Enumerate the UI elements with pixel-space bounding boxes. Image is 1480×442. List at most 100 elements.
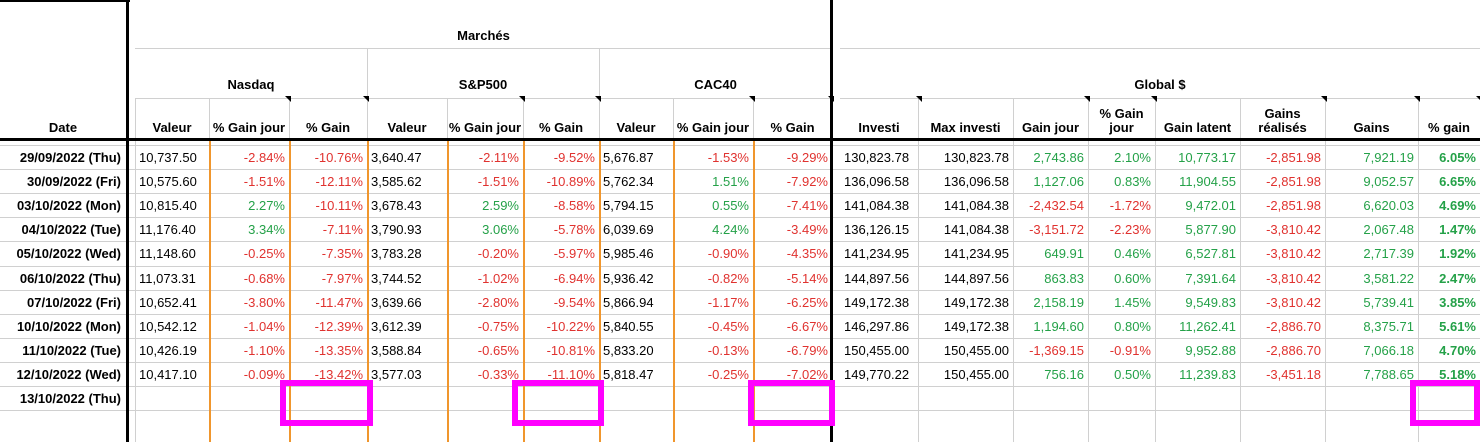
data-cell[interactable]: -13.35% <box>314 343 363 358</box>
data-cell[interactable]: 5,818.47 <box>603 367 654 382</box>
data-cell[interactable]: -0.75% <box>477 319 519 334</box>
date-cell[interactable]: 06/10/2022 (Thu) <box>19 271 121 286</box>
data-cell[interactable]: 146,297.86 <box>844 319 910 334</box>
data-cell[interactable]: -9.52% <box>553 150 595 165</box>
filter-indicator-icon[interactable] <box>916 96 922 102</box>
data-cell[interactable]: -10.22% <box>546 319 595 334</box>
data-cell[interactable]: -11.10% <box>547 367 595 382</box>
data-cell[interactable]: 144,897.56 <box>943 271 1009 286</box>
data-cell[interactable]: -2,886.70 <box>1266 343 1321 358</box>
data-cell[interactable]: 1.51% <box>712 174 749 189</box>
filter-indicator-icon[interactable] <box>828 96 834 102</box>
data-cell[interactable]: 9,472.01 <box>1185 198 1236 213</box>
data-cell[interactable]: -2.11% <box>478 150 519 165</box>
data-cell[interactable]: -1.10% <box>243 343 285 358</box>
data-cell[interactable]: -9.29% <box>786 150 828 165</box>
data-cell[interactable]: 2.47% <box>1439 271 1476 286</box>
data-cell[interactable]: 3,588.84 <box>371 343 422 358</box>
data-cell[interactable]: -0.20% <box>477 246 519 261</box>
global-column-header[interactable]: % gain <box>1428 120 1470 135</box>
data-cell[interactable]: -0.65% <box>477 343 519 358</box>
data-cell[interactable]: -3,810.42 <box>1266 246 1321 261</box>
data-cell[interactable]: 5.61% <box>1439 319 1476 334</box>
data-cell[interactable]: -0.33% <box>477 367 519 382</box>
data-cell[interactable]: -0.68% <box>243 271 285 286</box>
data-cell[interactable]: 11,148.60 <box>139 246 196 261</box>
data-cell[interactable]: 1,194.60 <box>1033 319 1084 334</box>
data-cell[interactable]: 10,542.12 <box>139 319 197 334</box>
data-cell[interactable]: 3,678.43 <box>371 198 422 213</box>
data-cell[interactable]: 3,577.03 <box>371 367 422 382</box>
date-cell[interactable]: 04/10/2022 (Tue) <box>21 222 121 237</box>
data-cell[interactable]: 2.59% <box>482 198 519 213</box>
data-cell[interactable]: 149,770.22 <box>844 367 910 382</box>
data-cell[interactable] <box>1240 388 1325 410</box>
date-column-header[interactable]: Date <box>48 120 78 135</box>
data-cell[interactable]: 11,073.31 <box>139 271 196 286</box>
data-cell[interactable]: 136,096.58 <box>943 174 1009 189</box>
data-cell[interactable]: -5.14% <box>786 271 828 286</box>
data-cell[interactable]: 7,066.18 <box>1363 343 1414 358</box>
data-cell[interactable] <box>1155 388 1240 410</box>
date-cell[interactable]: 10/10/2022 (Mon) <box>16 319 121 334</box>
data-cell[interactable] <box>135 388 209 410</box>
data-cell[interactable] <box>1325 388 1418 410</box>
filter-indicator-icon[interactable] <box>363 96 369 102</box>
data-cell[interactable]: -7.97% <box>321 271 363 286</box>
data-cell[interactable]: -4.35% <box>786 246 828 261</box>
global-column-header[interactable]: Gain jour <box>1021 120 1080 135</box>
data-cell[interactable]: 10,575.60 <box>139 174 197 189</box>
data-cell[interactable]: -6.94% <box>553 271 595 286</box>
date-cell[interactable]: 30/09/2022 (Fri) <box>27 174 121 189</box>
data-cell[interactable]: 5,762.34 <box>603 174 654 189</box>
data-cell[interactable]: 149,172.38 <box>943 295 1009 310</box>
data-cell[interactable]: 5,985.46 <box>603 246 654 261</box>
data-cell[interactable]: 141,234.95 <box>943 246 1009 261</box>
data-cell[interactable]: -7.92% <box>786 174 828 189</box>
data-cell[interactable]: 6.05% <box>1439 150 1476 165</box>
data-cell[interactable]: 4.69% <box>1439 198 1476 213</box>
data-cell[interactable]: 3.85% <box>1439 295 1476 310</box>
date-cell[interactable]: 29/09/2022 (Thu) <box>19 150 121 165</box>
data-cell[interactable]: -0.90% <box>707 246 749 261</box>
data-cell[interactable]: -6.79% <box>786 343 828 358</box>
date-cell[interactable]: 07/10/2022 (Fri) <box>27 295 121 310</box>
data-cell[interactable]: 141,084.38 <box>844 198 910 213</box>
data-cell[interactable]: 5,936.42 <box>603 271 654 286</box>
date-cell[interactable]: 03/10/2022 (Mon) <box>16 198 121 213</box>
data-cell[interactable]: 6,039.69 <box>603 222 654 237</box>
data-cell[interactable]: -7.41% <box>786 198 828 213</box>
filter-indicator-icon[interactable] <box>1151 96 1157 102</box>
data-cell[interactable]: 5.18% <box>1439 367 1476 382</box>
data-cell[interactable]: -0.13% <box>707 343 749 358</box>
data-cell[interactable]: 3,640.47 <box>371 150 422 165</box>
data-cell[interactable]: 141,084.38 <box>943 222 1009 237</box>
data-cell[interactable]: 141,084.38 <box>943 198 1009 213</box>
data-cell[interactable]: -9.54% <box>553 295 595 310</box>
data-cell[interactable]: 3.06% <box>482 222 519 237</box>
data-cell[interactable]: 3,783.28 <box>371 246 422 261</box>
data-cell[interactable]: -10.76% <box>314 150 363 165</box>
data-cell[interactable] <box>673 388 753 410</box>
data-cell[interactable]: -13.42% <box>314 367 363 382</box>
data-cell[interactable]: -2,851.98 <box>1266 198 1321 213</box>
data-cell[interactable]: -12.11% <box>315 174 363 189</box>
data-cell[interactable]: 2.10% <box>1114 150 1151 165</box>
data-cell[interactable]: 7,391.64 <box>1185 271 1236 286</box>
column-header[interactable]: Valeur <box>616 120 656 135</box>
data-cell[interactable]: 1.47% <box>1439 222 1476 237</box>
data-cell[interactable]: -1,369.15 <box>1029 343 1084 358</box>
data-cell[interactable]: 150,455.00 <box>844 343 910 358</box>
global-column-header[interactable]: Gains réalisés <box>1258 106 1307 135</box>
data-cell[interactable]: 2,717.39 <box>1363 246 1414 261</box>
data-cell[interactable]: 8,375.71 <box>1363 319 1414 334</box>
data-cell[interactable]: 5,676.87 <box>603 150 654 165</box>
data-cell[interactable] <box>840 388 918 410</box>
data-cell[interactable]: 6,527.81 <box>1185 246 1236 261</box>
data-cell[interactable]: 1.45% <box>1114 295 1151 310</box>
data-cell[interactable]: 6,620.03 <box>1363 198 1414 213</box>
data-cell[interactable]: 5,840.55 <box>603 319 654 334</box>
filter-indicator-icon[interactable] <box>595 96 601 102</box>
data-cell[interactable]: 2.27% <box>248 198 285 213</box>
data-cell[interactable]: -10.11% <box>315 198 363 213</box>
